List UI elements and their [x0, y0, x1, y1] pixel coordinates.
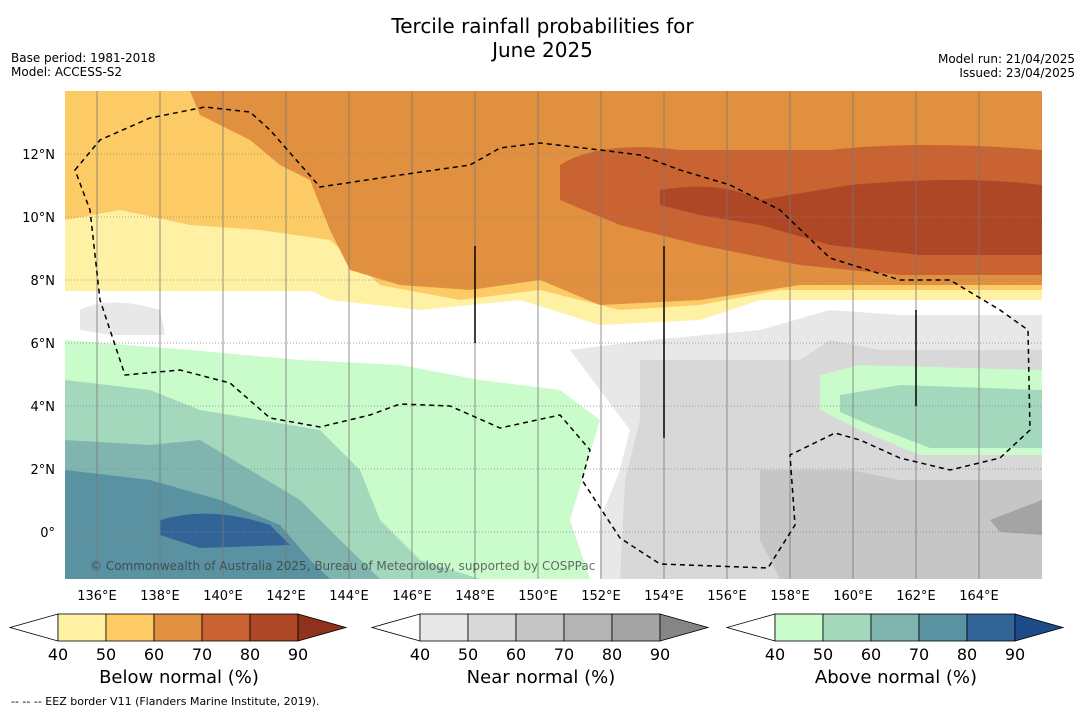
- colorbar-segment: [515, 613, 565, 642]
- colorbar: 40 50 60 70 80 90: [725, 613, 1065, 664]
- lat-label: 0°: [40, 526, 55, 541]
- colorbar-tick: 60: [506, 645, 526, 664]
- colorbar-over-triangle: [1014, 613, 1065, 642]
- lon-label: 142°E: [266, 589, 306, 604]
- colorbar-tick: 40: [48, 645, 68, 664]
- colorbar-tick: 50: [458, 645, 478, 664]
- colorbar-label-above: Above normal (%): [814, 667, 978, 688]
- lon-axis-labels: 136°E 138°E 140°E 142°E 144°E 146°E 148°E 150°E…: [77, 589, 999, 604]
- lon-label: 158°E: [770, 589, 810, 604]
- colorbar-tick: 60: [144, 645, 164, 664]
- lat-axis-labels: 12°N 10°N 8°N 6°N 4°N 2°N 0°: [22, 148, 55, 541]
- colorbar-label-near: Near normal (%): [466, 667, 616, 688]
- model-run: Model run: 21/04/2025: [937, 52, 1075, 66]
- colorbar-under-triangle: [370, 613, 421, 642]
- colorbar-segment: [822, 613, 872, 642]
- colorbar-segment: [467, 613, 517, 642]
- title-line-1: Tercile rainfall probabilities for: [391, 14, 694, 38]
- colorbar-tick: 50: [96, 645, 116, 664]
- lon-label: 144°E: [329, 589, 369, 604]
- colorbar-tick: 70: [554, 645, 574, 664]
- colorbar-segment: [870, 613, 920, 642]
- lon-label: 154°E: [644, 589, 684, 604]
- lat-gridlines: [65, 153, 1042, 533]
- colorbar-under-triangle: [725, 613, 776, 642]
- model-info: Base period: 1981-2018 Model: ACCESS-S2: [11, 51, 156, 79]
- colorbar-segment: [918, 613, 968, 642]
- colorbar-under-triangle: [8, 613, 59, 642]
- map-field: © Commonwealth of Australia 2025, Bureau…: [65, 91, 1042, 579]
- lat-label: 8°N: [31, 274, 56, 289]
- lon-label: 140°E: [203, 589, 243, 604]
- eez-border: [74, 106, 1031, 569]
- colorbar-tick: 90: [288, 645, 308, 664]
- lon-label: 150°E: [518, 589, 558, 604]
- lon-label: 148°E: [455, 589, 495, 604]
- lat-label: 12°N: [22, 148, 55, 163]
- run-info: Model run: 21/04/2025 Issued: 23/04/2025: [938, 52, 1075, 80]
- boundary-lines: [474, 246, 917, 438]
- colorbar-segment: [57, 613, 107, 642]
- colorbar-tick: 70: [192, 645, 212, 664]
- lon-label: 136°E: [77, 589, 117, 604]
- colorbar-tick: 80: [602, 645, 622, 664]
- lat-label: 10°N: [22, 211, 55, 226]
- lon-label: 162°E: [896, 589, 936, 604]
- issued-date: Issued: 23/04/2025: [959, 66, 1075, 80]
- colorbar-segment: [153, 613, 203, 642]
- colorbar-tick: 90: [650, 645, 670, 664]
- colorbar-segment: [611, 613, 661, 642]
- colorbars: 40 50 60 70 80 90 40 50 60 70 80 90 40 50 60 70 80 90: [8, 613, 1065, 664]
- colorbar-segment: [966, 613, 1016, 642]
- colorbar-segment: [249, 613, 299, 642]
- colorbar-segment: [563, 613, 613, 642]
- colorbar-segment: [201, 613, 251, 642]
- map-title: Tercile rainfall probabilities for June …: [0, 14, 1085, 62]
- lon-label: 146°E: [392, 589, 432, 604]
- lat-label: 6°N: [31, 337, 56, 352]
- lon-label: 160°E: [833, 589, 873, 604]
- colorbar-tick: 50: [813, 645, 833, 664]
- lon-label: 138°E: [140, 589, 180, 604]
- colorbar-segment: [419, 613, 469, 642]
- base-period: Base period: 1981-2018: [11, 51, 156, 65]
- copyright-text: © Commonwealth of Australia 2025, Bureau…: [90, 559, 595, 573]
- colorbar-tick: 80: [240, 645, 260, 664]
- lon-label: 156°E: [707, 589, 747, 604]
- colorbar-tick: 40: [410, 645, 430, 664]
- lat-label: 4°N: [31, 400, 56, 415]
- lat-label: 2°N: [31, 463, 56, 478]
- colorbar-segment: [774, 613, 824, 642]
- model-name: Model: ACCESS-S2: [11, 65, 123, 79]
- colorbar-tick: 60: [861, 645, 881, 664]
- colorbar: 40 50 60 70 80 90: [8, 613, 348, 664]
- colorbar-segment: [105, 613, 155, 642]
- lon-label: 164°E: [959, 589, 999, 604]
- footer-note: -- -- -- EEZ border V11 (Flanders Marine…: [11, 695, 320, 708]
- colorbar-label-below: Below normal (%): [99, 667, 259, 688]
- colorbar-tick: 80: [957, 645, 977, 664]
- lon-label: 152°E: [581, 589, 621, 604]
- colorbar-over-triangle: [659, 613, 710, 642]
- colorbar: 40 50 60 70 80 90: [370, 613, 710, 664]
- colorbar-tick: 40: [765, 645, 785, 664]
- colorbar-tick: 70: [909, 645, 929, 664]
- colorbar-over-triangle: [297, 613, 348, 642]
- colorbar-tick: 90: [1005, 645, 1025, 664]
- title-line-2: June 2025: [492, 38, 593, 62]
